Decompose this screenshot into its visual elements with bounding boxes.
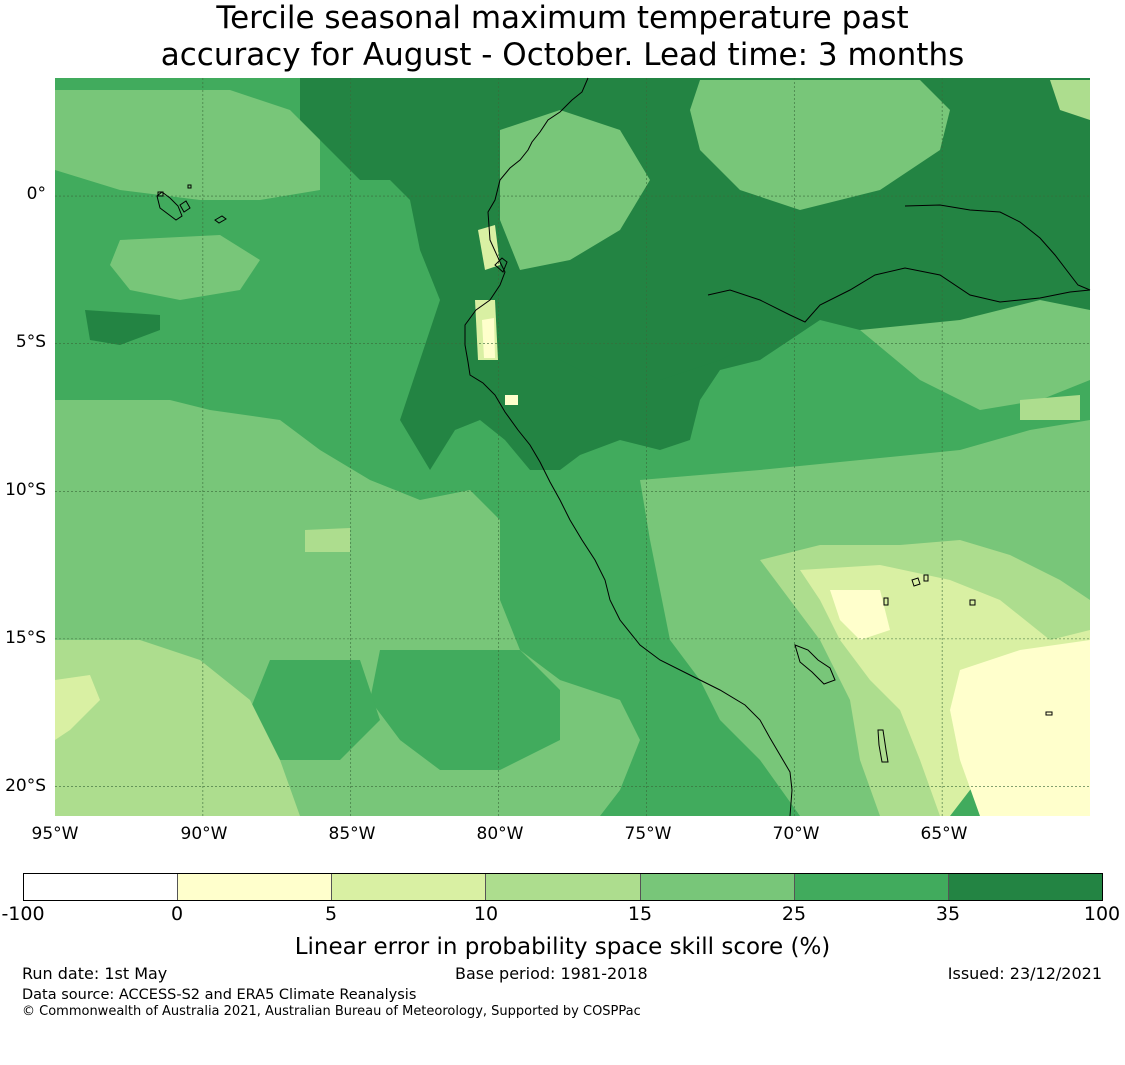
- galapagos-island-2: [179, 200, 191, 213]
- gridlines: [55, 78, 1090, 816]
- colorbar-tick-4: 10: [473, 903, 499, 925]
- coastline-south-america: [464, 77, 793, 817]
- coastlines: [156, 77, 1091, 817]
- field-medium-coastal-north: [500, 110, 650, 270]
- galapagos-island-5: [157, 191, 164, 197]
- field-palest-coast: [482, 318, 495, 358]
- lon-label-70w: 70°W: [772, 824, 820, 844]
- lake-small-1: [911, 577, 921, 587]
- colorbar-tick-5: 15: [627, 903, 653, 925]
- issued-date: Issued: 23/12/2021: [947, 964, 1102, 983]
- field-medium-ne: [690, 80, 950, 210]
- colorbar-segment-4: [486, 874, 641, 900]
- colorbar-tick-6: 25: [781, 903, 807, 925]
- data-source: Data source: ACCESS-S2 and ERA5 Climate …: [22, 987, 417, 1003]
- field-light-patch-2: [1020, 395, 1080, 420]
- field-palest-coast-2: [505, 395, 518, 405]
- field-medium-sw-cont: [370, 650, 560, 770]
- run-date: Run date: 1st May: [22, 964, 168, 983]
- coastline-gulf-guayaquil: [494, 257, 508, 273]
- lon-label-65w: 65°W: [920, 824, 968, 844]
- colorbar-tick-7: 35: [935, 903, 961, 925]
- lake-titicaca: [794, 644, 836, 685]
- field-medium-nw: [55, 90, 320, 200]
- river-amazon: [904, 204, 1091, 291]
- lon-label-75w: 75°W: [624, 824, 672, 844]
- field-dark-small-west: [85, 310, 160, 345]
- galapagos-island-1: [156, 191, 183, 221]
- lat-label-10s: 10°S: [5, 480, 46, 500]
- colorbar-tick-1: -100: [1, 903, 45, 925]
- field-light-patch-3: [1050, 80, 1090, 120]
- galapagos-island-3: [214, 215, 227, 224]
- colorbar: [23, 873, 1103, 901]
- field-medium-south-cont: [250, 660, 380, 760]
- lat-label-5s: 5°S: [15, 332, 46, 352]
- lake-small-2: [923, 574, 929, 582]
- colorbar-segment-7: [948, 874, 1102, 900]
- lat-label-15s: 15°S: [5, 628, 46, 648]
- lake-small-3: [883, 597, 889, 606]
- lake-poopo: [877, 729, 889, 763]
- colorbar-tick-3: 5: [324, 903, 338, 925]
- lon-label-90w: 90°W: [180, 824, 228, 844]
- field-palest-se-2: [950, 640, 1090, 816]
- map-title: Tercile seasonal maximum temperature pas…: [0, 0, 1125, 74]
- field-light-south-west: [55, 640, 300, 816]
- lake-small-5: [1045, 711, 1053, 716]
- lake-small-4: [969, 599, 976, 606]
- field-verylight-sw: [55, 675, 100, 740]
- copyright: © Commonwealth of Australia 2021, Austra…: [22, 1004, 641, 1019]
- galapagos-island-4: [187, 184, 192, 189]
- lat-label-20s: 20°S: [5, 776, 46, 796]
- field-light-patch-1: [305, 528, 350, 552]
- colorbar-segment-1: [24, 874, 179, 900]
- title-line-1: Tercile seasonal maximum temperature pas…: [216, 0, 909, 36]
- field-dark-mid: [560, 300, 760, 380]
- river-maranon: [707, 267, 1091, 323]
- field-medium-east-band: [860, 300, 1090, 410]
- lon-label-80w: 80°W: [476, 824, 524, 844]
- lat-label-0: 0°: [26, 184, 46, 204]
- skill-score-field: [55, 78, 1090, 816]
- title-line-2: accuracy for August - October. Lead time…: [160, 37, 965, 73]
- field-verylight-coast-1: [478, 225, 500, 270]
- colorbar-segment-3: [332, 874, 487, 900]
- colorbar-tick-8: 100: [1083, 903, 1121, 925]
- field-medium-nw2: [110, 235, 260, 300]
- colorbar-segment-2: [178, 874, 333, 900]
- lon-label-95w: 95°W: [31, 824, 79, 844]
- colorbar-tick-2: 0: [170, 903, 184, 925]
- base-period: Base period: 1981-2018: [455, 964, 648, 983]
- colorbar-segment-6: [794, 874, 949, 900]
- colorbar-label: Linear error in probability space skill …: [294, 934, 831, 960]
- field-palest-se: [830, 590, 890, 640]
- lon-label-85w: 85°W: [328, 824, 376, 844]
- colorbar-segment-5: [640, 874, 795, 900]
